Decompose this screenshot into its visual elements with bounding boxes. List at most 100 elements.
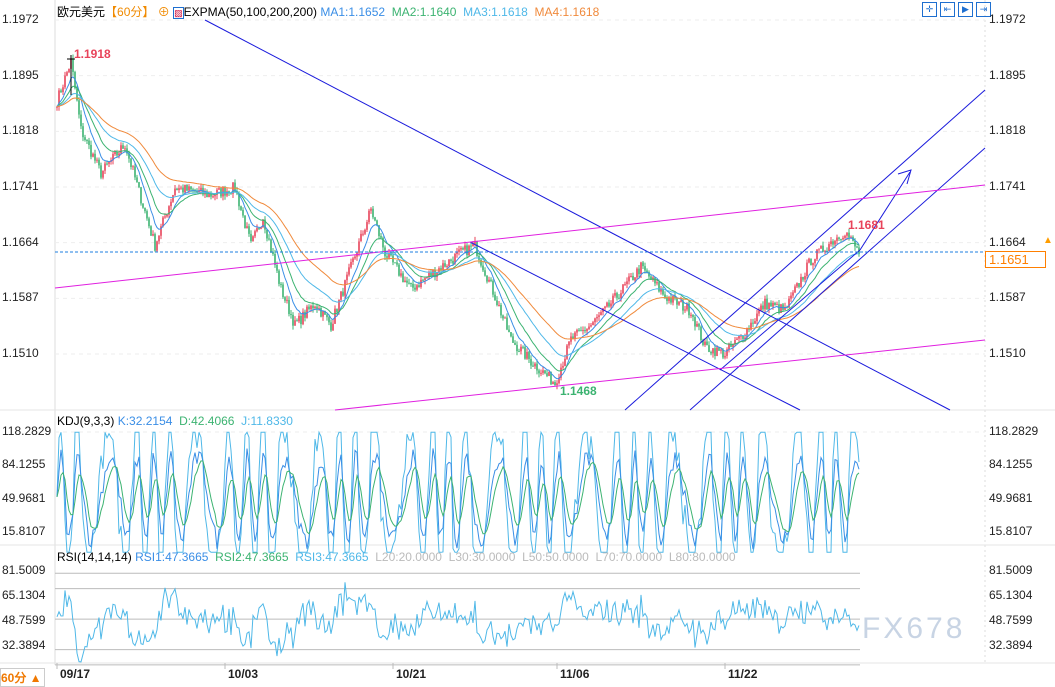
kdj-j-line bbox=[56, 430, 860, 553]
candle-body bbox=[120, 145, 122, 154]
candle-body bbox=[330, 322, 332, 331]
candle-body bbox=[376, 220, 378, 226]
candle-body bbox=[842, 237, 844, 240]
candle-body bbox=[688, 303, 690, 316]
candle-body bbox=[264, 219, 266, 230]
candle-body bbox=[720, 349, 722, 351]
candle-body bbox=[150, 226, 152, 236]
candle-body bbox=[486, 275, 488, 282]
rsi-l30: L30:30.0000 bbox=[448, 550, 516, 564]
candle-body bbox=[472, 243, 474, 247]
candle-body bbox=[258, 228, 260, 230]
crosshair-icon[interactable]: ✛ bbox=[922, 2, 937, 17]
indicator-name: EXPMA(50,100,200,200) bbox=[183, 5, 318, 19]
trend-line bbox=[469, 241, 801, 411]
candle-body bbox=[664, 294, 666, 298]
right-price-tick: 1.1587 bbox=[989, 290, 1026, 305]
period-button[interactable]: 60分 ▲ bbox=[0, 668, 45, 687]
current-price-marker: ▲ bbox=[1043, 235, 1053, 247]
candle-body bbox=[118, 153, 120, 156]
period-label[interactable]: 【60分】 bbox=[105, 5, 155, 19]
kdj-right-tick: 49.9681 bbox=[989, 490, 1033, 505]
candle-body bbox=[628, 276, 630, 282]
candle-body bbox=[572, 336, 574, 339]
candle-body bbox=[494, 294, 496, 301]
candle-body bbox=[600, 312, 602, 316]
candle-body bbox=[530, 358, 532, 366]
candle-body bbox=[274, 254, 276, 265]
play-range-icon[interactable]: ▶ bbox=[958, 2, 973, 17]
candle-body bbox=[578, 329, 580, 331]
trend-line bbox=[624, 89, 986, 411]
candle-body bbox=[536, 363, 538, 371]
candle-body bbox=[250, 233, 252, 242]
candle-body bbox=[308, 306, 310, 310]
candle-body bbox=[78, 100, 80, 115]
candle-body bbox=[422, 279, 424, 281]
candle-body bbox=[130, 158, 132, 167]
channel-line bbox=[54, 184, 986, 289]
candle-body bbox=[458, 249, 460, 252]
candle-body bbox=[750, 322, 752, 330]
left-price-tick: 1.1664 bbox=[2, 234, 39, 249]
kdj-left-tick: 15.8107 bbox=[2, 523, 46, 538]
candle-body bbox=[288, 299, 290, 314]
candle-body bbox=[780, 304, 782, 314]
candle-body bbox=[144, 207, 146, 212]
kdj-left-tick: 118.2829 bbox=[2, 423, 52, 438]
candle-body bbox=[142, 203, 144, 208]
candle-body bbox=[128, 153, 130, 159]
candle-body bbox=[488, 279, 490, 282]
candle-body bbox=[290, 313, 292, 315]
candle-body bbox=[574, 332, 576, 339]
candle-body bbox=[66, 72, 68, 76]
candle-body bbox=[776, 304, 778, 306]
candle-body bbox=[606, 302, 608, 307]
candle-body bbox=[508, 329, 510, 333]
rsi2: RSI2:47.3665 bbox=[215, 550, 289, 564]
rsi-header: RSI(14,14,14) RSI1:47.3665 RSI2:47.3665 … bbox=[57, 550, 736, 564]
candle-body bbox=[640, 262, 642, 275]
candle-body bbox=[220, 188, 222, 197]
zoom-range-icon[interactable]: ⇤ bbox=[940, 2, 955, 17]
candle-body bbox=[402, 273, 404, 283]
x-axis-label: 09/17 bbox=[60, 667, 91, 681]
candle-body bbox=[354, 256, 356, 259]
candle-body bbox=[102, 170, 104, 178]
indicator-icon[interactable]: ▨ bbox=[173, 7, 184, 19]
candle-body bbox=[554, 382, 556, 386]
candle-body bbox=[206, 191, 208, 198]
candle-body bbox=[426, 277, 428, 279]
exit-icon[interactable]: ⇥ bbox=[976, 2, 991, 17]
candle-body bbox=[668, 297, 670, 301]
candle-body bbox=[794, 286, 796, 293]
candle-body bbox=[848, 232, 850, 238]
candle-body bbox=[456, 251, 458, 254]
ma4-value: MA4:1.1618 bbox=[534, 5, 600, 19]
rsi-line bbox=[56, 582, 860, 663]
candle-body bbox=[822, 245, 824, 252]
candle-body bbox=[88, 140, 90, 145]
candle-body bbox=[374, 217, 376, 221]
candle-body bbox=[844, 235, 846, 238]
candle-body bbox=[792, 292, 794, 296]
candle-body bbox=[386, 256, 388, 258]
candle-body bbox=[334, 308, 336, 324]
candle-body bbox=[504, 317, 506, 319]
candle-body bbox=[594, 318, 596, 323]
candle-body bbox=[756, 313, 758, 322]
candle-body bbox=[320, 308, 322, 317]
candle-body bbox=[172, 195, 174, 202]
candle-body bbox=[634, 277, 636, 281]
add-icon[interactable]: ⊕ bbox=[157, 5, 170, 19]
candle-body bbox=[230, 193, 232, 195]
candle-body bbox=[740, 335, 742, 337]
candle-body bbox=[284, 297, 286, 301]
candle-body bbox=[148, 218, 150, 227]
candle-body bbox=[470, 245, 472, 247]
candle-body bbox=[550, 371, 552, 385]
candle-body bbox=[116, 151, 118, 156]
rsi-l20: L20:20.0000 bbox=[375, 550, 442, 564]
candle-body bbox=[534, 363, 536, 367]
